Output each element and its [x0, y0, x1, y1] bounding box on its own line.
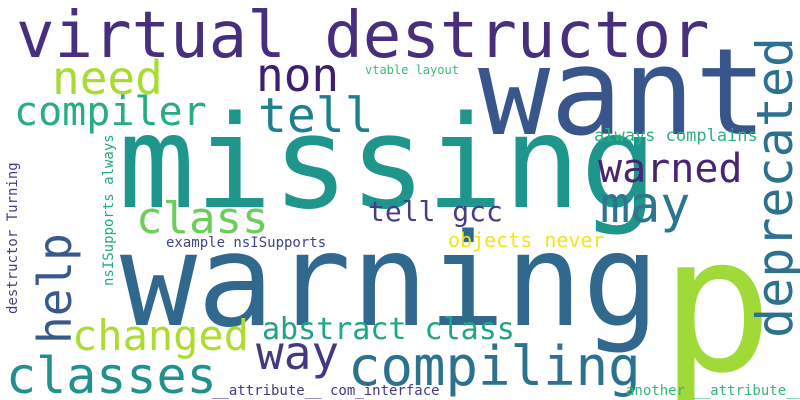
word-compiler: compiler [14, 89, 207, 135]
word-objects-never: objects never [448, 228, 605, 252]
word-abstract-class: abstract class [262, 312, 515, 347]
word-warning: warning [120, 207, 660, 356]
word-may: may [600, 176, 691, 234]
word-compiling: compiling [348, 335, 641, 398]
word-warned: warned [598, 146, 743, 192]
word-deprecated: deprecated [746, 36, 800, 338]
word-destructor-turning: destructor Turning [5, 162, 21, 314]
word-help: help [28, 233, 82, 344]
word-missing: missing [118, 89, 658, 238]
word-changed: changed [72, 311, 250, 360]
word-example-nsisupports: example nsISupports [166, 235, 327, 251]
word-virtual-destructor: virtual destructor [16, 0, 710, 73]
word-want: want [478, 24, 767, 163]
word-another-attribute: another __attribute__ [626, 383, 800, 399]
word-always-complains: always complains [594, 126, 758, 146]
word-attribute-com-interface: __attribute__ com_interface [212, 383, 440, 399]
word-classes: classes [6, 347, 217, 400]
word-nsisupports-always: nsISupports always [101, 134, 117, 286]
word-p: p [660, 196, 774, 400]
word-vtable-layout: vtable layout [365, 63, 459, 77]
word-way: way [256, 326, 340, 380]
word-class: class [136, 193, 269, 244]
word-tell: tell [258, 88, 374, 144]
word-tell-gcc: tell gcc [368, 195, 503, 228]
word-need: need [52, 51, 163, 105]
word-non: non [256, 48, 340, 102]
